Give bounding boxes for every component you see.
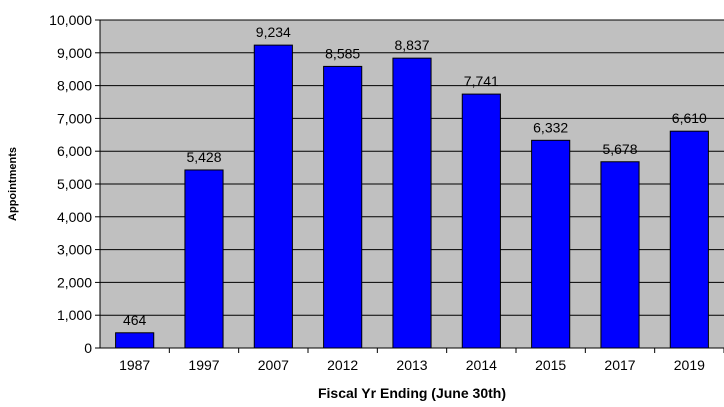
bar xyxy=(253,44,293,349)
bar-value-label: 7,741 xyxy=(464,73,499,89)
y-tick-label: 8,000 xyxy=(57,78,92,94)
x-tick-label: 1997 xyxy=(188,357,219,373)
y-tick-label: 9,000 xyxy=(57,45,92,61)
bar xyxy=(669,130,709,349)
x-tick-label: 1987 xyxy=(119,357,150,373)
y-tick-label: 4,000 xyxy=(57,209,92,225)
y-tick-label: 1,000 xyxy=(57,307,92,323)
bars xyxy=(115,44,709,349)
x-axis-title: Fiscal Yr Ending (June 30th) xyxy=(318,385,506,401)
y-tick-label: 0 xyxy=(84,340,92,356)
bar-value-label: 464 xyxy=(123,312,147,328)
bar xyxy=(184,169,224,349)
bar-value-label: 9,234 xyxy=(256,24,291,40)
x-tick-label: 2017 xyxy=(604,357,635,373)
x-tick-label: 2007 xyxy=(258,357,289,373)
y-tick-label: 3,000 xyxy=(57,242,92,258)
bar-value-label: 5,428 xyxy=(186,149,221,165)
x-tick-label: 2013 xyxy=(396,357,427,373)
x-tick-label: 2019 xyxy=(674,357,705,373)
x-tick-label: 2012 xyxy=(327,357,358,373)
bar-value-label: 6,332 xyxy=(533,119,568,135)
y-tick-label: 2,000 xyxy=(57,274,92,290)
y-tick-label: 10,000 xyxy=(49,12,92,28)
y-tick-label: 7,000 xyxy=(57,110,92,126)
bar xyxy=(323,65,363,349)
bar xyxy=(600,161,640,349)
bar xyxy=(531,139,571,349)
bar xyxy=(115,332,155,349)
x-axis-ticks: 1987 1997 2007 2012 2013 2014 2015 2017 2019 xyxy=(119,348,724,373)
y-axis-ticks: 0 1,000 2,000 3,000 4,000 5,000 6,000 7,000 8,00… xyxy=(49,12,100,356)
bar xyxy=(392,57,432,349)
y-tick-label: 5,000 xyxy=(57,176,92,192)
bar-value-label: 8,837 xyxy=(394,37,429,53)
y-tick-label: 6,000 xyxy=(57,143,92,159)
bar-value-label: 8,585 xyxy=(325,45,360,61)
bar-value-label: 5,678 xyxy=(602,141,637,157)
bar xyxy=(461,93,501,349)
bar-value-label: 6,610 xyxy=(672,110,707,126)
x-tick-label: 2014 xyxy=(466,357,497,373)
y-axis-title: Appointments xyxy=(7,147,19,221)
x-tick-label: 2015 xyxy=(535,357,566,373)
data-labels: 464 5,428 9,234 8,585 8,837 7,741 6,332 5,678 6,… xyxy=(123,24,707,328)
